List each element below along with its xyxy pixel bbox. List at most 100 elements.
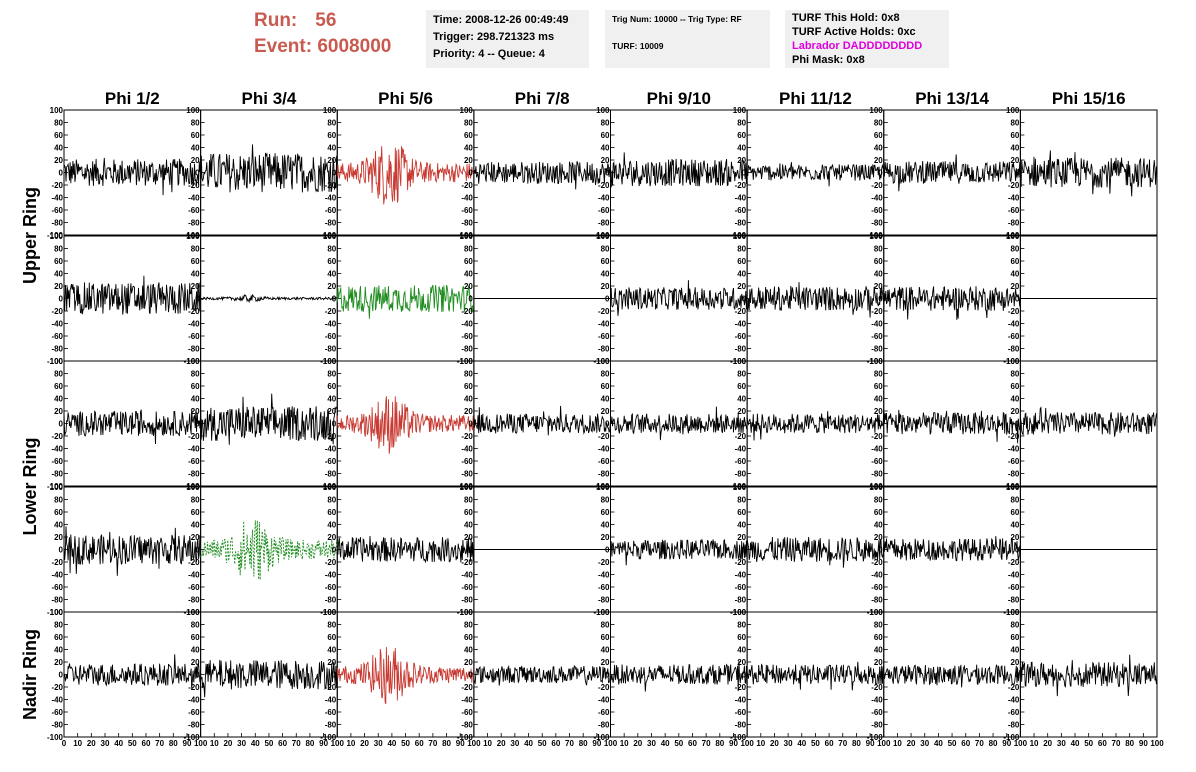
y-tick-label: -40	[871, 696, 883, 705]
x-tick-label: 50	[948, 739, 957, 748]
y-tick-label: 100	[323, 357, 337, 366]
y-tick-label: -40	[188, 320, 200, 329]
x-tick-label: 20	[1043, 739, 1052, 748]
y-tick-label: -60	[1008, 206, 1020, 215]
waveform-trace	[883, 536, 1021, 562]
x-tick-label: 70	[565, 739, 574, 748]
y-tick-label: 60	[874, 382, 883, 391]
y-tick-label: 20	[737, 407, 746, 416]
y-tick-label: -60	[188, 708, 200, 717]
waveform-trace	[883, 286, 1021, 320]
x-tick-label: 20	[633, 739, 642, 748]
y-tick-label: -80	[1008, 219, 1020, 228]
y-tick-label: 40	[191, 646, 200, 655]
y-tick-label: 40	[1010, 521, 1019, 530]
y-tick-label: 100	[323, 106, 337, 115]
y-tick-label: -80	[51, 721, 63, 730]
y-tick-label: 80	[191, 370, 200, 379]
y-tick-label: 20	[737, 282, 746, 291]
y-tick-label: -60	[1008, 332, 1020, 341]
y-tick-label: 60	[54, 257, 63, 266]
y-tick-label: -60	[461, 332, 473, 341]
run-line: Run: 56	[254, 8, 391, 34]
y-tick-label: 20	[874, 407, 883, 416]
y-tick-label: -20	[735, 181, 747, 190]
x-tick-label: 30	[237, 739, 246, 748]
x-tick-label: 80	[1125, 739, 1134, 748]
y-tick-label: 40	[737, 270, 746, 279]
y-tick-label: 60	[737, 508, 746, 517]
y-tick-label: -40	[461, 696, 473, 705]
y-tick-label: 20	[1010, 282, 1019, 291]
waveform-trace	[63, 526, 202, 576]
x-tick-label: 50	[128, 739, 137, 748]
x-tick-label: 10	[346, 739, 355, 748]
y-tick-label: -80	[871, 219, 883, 228]
y-tick-label: -40	[188, 696, 200, 705]
y-tick-label: 60	[874, 257, 883, 266]
waveform-trace	[336, 535, 475, 564]
y-tick-label: 80	[327, 119, 336, 128]
y-tick-label: -60	[735, 206, 747, 215]
turf-active-text: TURF Active Holds: 0xc	[792, 26, 916, 38]
y-tick-label: 20	[601, 156, 610, 165]
y-tick-label: 20	[327, 282, 336, 291]
x-tick-label: 60	[825, 739, 834, 748]
waveform-trace	[473, 161, 611, 190]
y-tick-label: -60	[735, 332, 747, 341]
y-tick-label: -80	[1008, 596, 1020, 605]
y-tick-label: -60	[735, 583, 747, 592]
y-tick-label: 80	[191, 119, 200, 128]
y-tick-label: -80	[325, 721, 337, 730]
y-tick-label: -40	[188, 194, 200, 203]
y-tick-label: 100	[596, 232, 610, 241]
y-tick-label: -80	[325, 219, 337, 228]
x-tick-label: 50	[538, 739, 547, 748]
y-tick-label: 20	[1010, 156, 1019, 165]
y-tick-label: 60	[601, 131, 610, 140]
y-tick-label: -40	[325, 194, 337, 203]
y-tick-label: 80	[874, 245, 883, 254]
y-tick-label: 100	[50, 483, 64, 492]
y-tick-label: 20	[601, 658, 610, 667]
y-tick-label: 0	[878, 546, 883, 555]
y-tick-label: 40	[601, 144, 610, 153]
y-tick-label: -60	[461, 457, 473, 466]
y-tick-label: 100	[50, 608, 64, 617]
y-tick-label: 80	[1010, 245, 1019, 254]
y-tick-label: 0	[468, 546, 473, 555]
y-tick-label: 60	[327, 131, 336, 140]
y-tick-label: -80	[325, 345, 337, 354]
y-tick-label: 0	[1015, 169, 1020, 178]
y-tick-label: -40	[598, 194, 610, 203]
x-tick-label: 20	[497, 739, 506, 748]
y-tick-label: 20	[737, 658, 746, 667]
y-tick-label: -80	[325, 470, 337, 479]
y-tick-label: 60	[1010, 257, 1019, 266]
y-tick-label: 40	[54, 395, 63, 404]
y-tick-label: 40	[874, 646, 883, 655]
y-tick-label: 20	[601, 533, 610, 542]
waveform-trace	[336, 396, 475, 454]
y-tick-label: 20	[191, 658, 200, 667]
y-tick-label: 100	[186, 357, 200, 366]
y-tick-label: 20	[191, 156, 200, 165]
y-tick-label: 80	[874, 370, 883, 379]
y-tick-label: 20	[327, 533, 336, 542]
y-tick-label: 80	[874, 621, 883, 630]
x-tick-label: 100	[877, 739, 891, 748]
y-tick-label: 20	[191, 282, 200, 291]
y-tick-label: 60	[1010, 508, 1019, 517]
y-tick-label: 100	[733, 357, 747, 366]
waveform-trace	[473, 664, 611, 686]
y-tick-label: 100	[1006, 483, 1020, 492]
y-tick-label: 40	[54, 270, 63, 279]
